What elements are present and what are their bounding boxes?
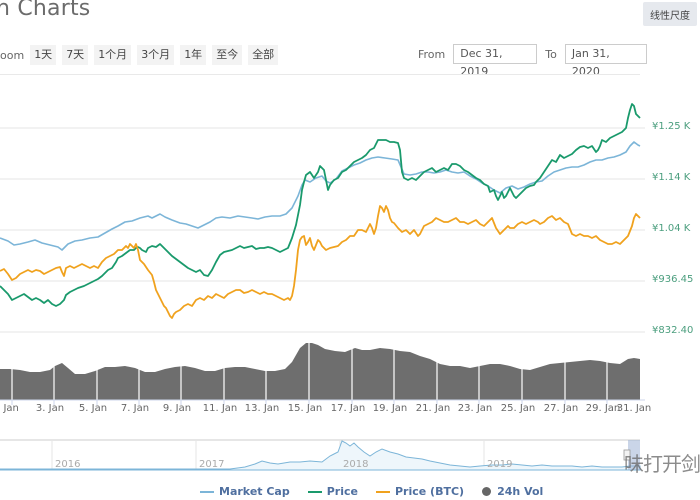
x-axis-label: 29. Jan: [585, 403, 621, 414]
navigator-year-label: 2019: [487, 459, 513, 470]
zoom-1d-button[interactable]: 1天: [30, 45, 57, 65]
legend-label: 24h Vol: [497, 485, 544, 498]
from-label: From: [418, 47, 446, 61]
to-label: To: [545, 47, 557, 61]
legend-item-price-btc[interactable]: Price (BTC): [375, 485, 465, 498]
x-axis-label: 23. Jan: [457, 403, 493, 414]
toolbar-divider: [0, 74, 640, 75]
legend-item-market-cap[interactable]: Market Cap: [200, 485, 290, 498]
volume-separators: [11, 340, 608, 400]
navigator-year-label: 2018: [343, 459, 369, 470]
x-axis-label: 3. Jan: [35, 403, 65, 414]
y-axis-label: ¥936.45: [652, 274, 694, 285]
x-axis-label: . Jan: [0, 403, 19, 414]
legend-item-price[interactable]: Price: [307, 485, 358, 498]
watermark-overlay: 味打开剑: [624, 452, 700, 476]
x-axis-label: 19. Jan: [372, 403, 408, 414]
zoom-1m-button[interactable]: 1个月: [94, 45, 132, 65]
navigator-selection: [628, 440, 640, 470]
legend-label: Price (BTC): [394, 485, 465, 498]
volume-area: [0, 343, 640, 400]
market-cap-swatch-icon: [200, 490, 214, 493]
market-cap-line: [0, 141, 641, 251]
price-btc-line: [0, 205, 641, 319]
zoom-ytd-button[interactable]: 至今: [212, 45, 243, 65]
volume-dot-icon: [482, 487, 492, 496]
x-axis-label: 11. Jan: [202, 403, 238, 414]
zoom-3m-button[interactable]: 3个月: [137, 45, 175, 65]
zoom-toolbar: oom 1天 7天 1个月 3个月 1年 至今 全部: [0, 45, 284, 65]
x-axis-label: 17. Jan: [330, 403, 366, 414]
legend-label: Price: [326, 485, 358, 498]
linear-scale-button[interactable]: 线性尺度: [643, 2, 697, 26]
chart-legend: Market Cap Price Price (BTC) 24h Vol: [200, 485, 561, 498]
x-ticks: [11, 400, 608, 405]
x-axis-label: 9. Jan: [162, 403, 192, 414]
y-axis-label: ¥1.04 K: [652, 223, 691, 234]
x-axis-label: 13. Jan: [244, 403, 280, 414]
x-axis-label: 5. Jan: [78, 403, 108, 414]
legend-label: Market Cap: [219, 485, 290, 498]
legend-item-24h-vol[interactable]: 24h Vol: [482, 485, 543, 498]
x-axis-label: 21. Jan: [415, 403, 451, 414]
x-axis-label: 25. Jan: [500, 403, 536, 414]
zoom-1y-button[interactable]: 1年: [180, 45, 207, 65]
x-axis-label: 7. Jan: [120, 403, 150, 414]
price-line: [0, 103, 641, 307]
zoom-label: oom: [0, 48, 25, 62]
y-axis-label: ¥1.14 K: [652, 172, 691, 183]
navigator-year-label: 2016: [55, 459, 81, 470]
x-axis-label: 27. Jan: [543, 403, 579, 414]
y-axis-label: ¥832.40: [652, 325, 694, 336]
page-title: n Charts: [0, 0, 91, 21]
price-btc-swatch-icon: [375, 490, 390, 493]
price-swatch-icon: [307, 490, 322, 493]
navigator-handle: [623, 449, 631, 461]
x-axis-label: 31. Jan: [616, 403, 652, 414]
navigator-area: [0, 440, 641, 471]
zoom-all-button[interactable]: 全部: [248, 45, 279, 65]
y-axis-label: ¥1.25 K: [652, 121, 691, 132]
navigator-year-label: 2017: [199, 459, 225, 470]
zoom-7d-button[interactable]: 7天: [62, 45, 89, 65]
gridlines: [0, 127, 645, 333]
x-axis-label: 15. Jan: [287, 403, 323, 414]
